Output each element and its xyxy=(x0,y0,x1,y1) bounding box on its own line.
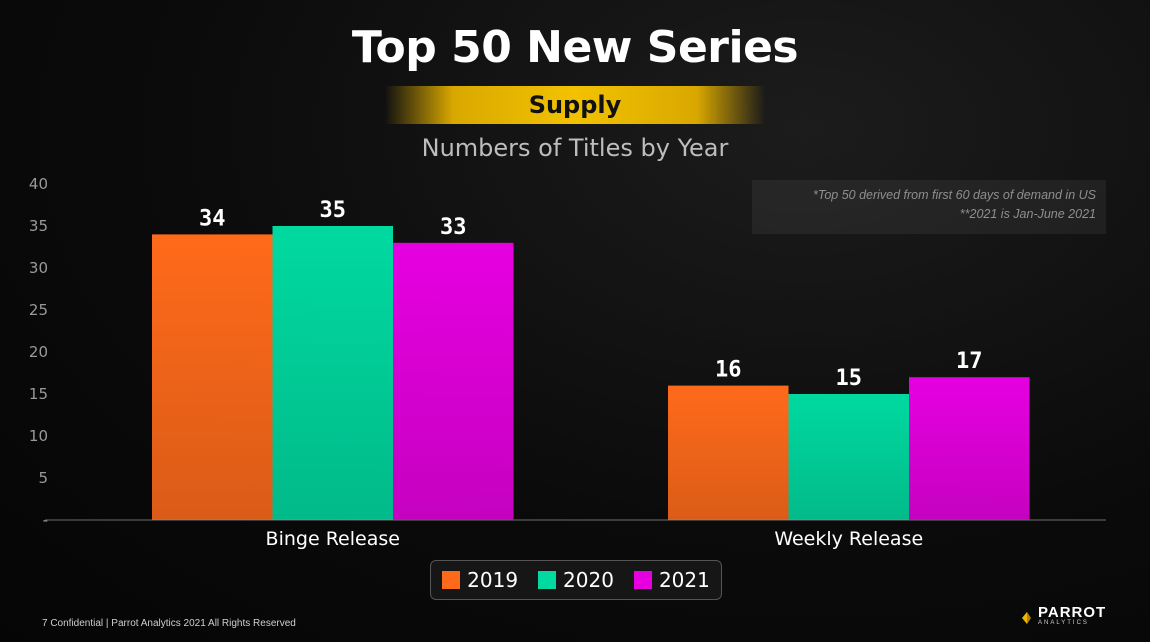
parrot-logo-icon xyxy=(1022,612,1031,624)
data-label: 35 xyxy=(320,198,347,223)
bar-2021-0 xyxy=(393,242,514,521)
y-tick-label: 10 xyxy=(29,427,48,445)
y-tick-label: 40 xyxy=(29,175,48,193)
y-tick-label: 15 xyxy=(29,385,48,403)
subtitle-band: Supply xyxy=(385,86,765,124)
footnote-line-1: *Top 50 derived from first 60 days of de… xyxy=(812,188,1096,202)
parrot-logo: PARROT ANALYTICS xyxy=(1020,604,1107,628)
bar-2020-0 xyxy=(272,226,393,520)
legend-label-2019: 2019 xyxy=(467,568,519,592)
bar-2019-0 xyxy=(152,234,273,520)
footnote-line-2: **2021 is Jan-June 2021 xyxy=(959,207,1096,221)
footnote-box: *Top 50 derived from first 60 days of de… xyxy=(752,180,1106,234)
y-tick-label: 25 xyxy=(29,301,48,319)
data-label: 16 xyxy=(715,358,742,383)
footer-text: 7 Confidential | Parrot Analytics 2021 A… xyxy=(42,618,296,629)
legend-item-2020: 2020 xyxy=(538,568,614,592)
bar-2020-1 xyxy=(788,394,909,520)
bar-2019-1 xyxy=(668,385,789,520)
data-label: 34 xyxy=(199,206,226,231)
legend-label-2020: 2020 xyxy=(563,568,614,592)
chart-title: Numbers of Titles by Year xyxy=(421,134,729,162)
legend-swatch-2019 xyxy=(442,571,461,589)
y-tick-label: 20 xyxy=(29,343,48,361)
page-title: Top 50 New Series xyxy=(351,22,799,73)
legend-item-2021: 2021 xyxy=(633,568,710,592)
y-tick-label: 35 xyxy=(29,217,48,235)
legend: 2019 2020 2021 xyxy=(430,560,722,600)
legend-swatch-2020 xyxy=(538,571,557,589)
logo-sub-text: ANALYTICS xyxy=(1038,620,1089,626)
legend-swatch-2021 xyxy=(633,571,652,589)
legend-label-2021: 2021 xyxy=(658,568,710,592)
data-label: 17 xyxy=(956,349,983,374)
logo-main-text: PARROT xyxy=(1038,604,1107,621)
y-tick-label: 30 xyxy=(29,259,48,277)
category-label: Binge Release xyxy=(266,528,400,550)
data-label: 33 xyxy=(440,215,467,240)
subtitle: Supply xyxy=(528,91,622,119)
bar-2021-1 xyxy=(909,377,1030,520)
y-tick-label: 5 xyxy=(38,469,48,487)
category-label: Weekly Release xyxy=(774,528,923,550)
data-label: 15 xyxy=(836,366,863,391)
legend-item-2019: 2019 xyxy=(442,568,518,592)
